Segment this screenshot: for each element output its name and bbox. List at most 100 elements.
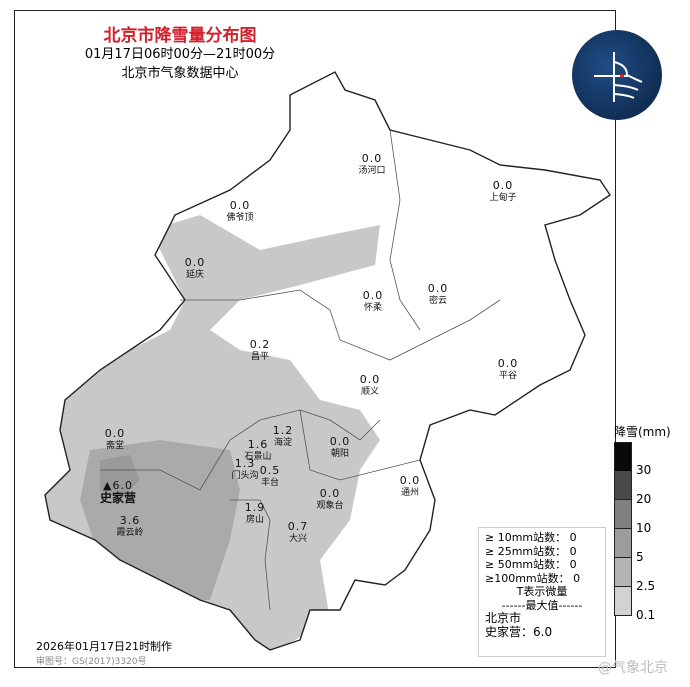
legend-label: 0.1 (636, 608, 656, 622)
legend-swatch (614, 471, 632, 500)
legend-swatch (614, 558, 632, 587)
station-value: 0.2 (249, 338, 271, 351)
district-border (299, 409, 421, 481)
station-name: 怀柔 (363, 303, 382, 313)
stat-line: ≥ 25mm站数： 0 (485, 544, 577, 558)
legend-label: 10 (636, 521, 652, 535)
legend-title: 降雪(mm) (614, 425, 671, 439)
station-name: 汤河口 (358, 166, 386, 176)
station-16: ▲6.0 史家营 (88, 479, 148, 505)
district-border (100, 409, 381, 491)
legend-swatch (614, 442, 632, 472)
station-1: 0.0 上甸子 (473, 179, 533, 205)
station-value: 1.3 (234, 457, 256, 470)
station-name: 平谷 (498, 371, 517, 381)
station-name: 密云 (428, 296, 447, 306)
review-number: 审图号：GS(2017)3320号 (36, 657, 147, 667)
legend-label: 5 (636, 550, 644, 564)
station-name: 史家营 (99, 491, 136, 505)
station-value: 0.0 (427, 282, 449, 295)
station-value: 0.0 (329, 435, 351, 448)
station-name: 延庆 (185, 270, 204, 280)
station-name: 房山 (245, 515, 264, 525)
station-9: 1.2 海淀 (253, 424, 313, 450)
station-value: 0.0 (319, 487, 341, 500)
station-value: 0.0 (359, 373, 381, 386)
station-2: 0.0 佛爷顶 (210, 199, 270, 225)
time-period: 01月17日06时00分—21时00分 (84, 47, 276, 62)
station-name: 佛爷顶 (226, 213, 254, 223)
station-value: 0.7 (287, 520, 309, 533)
station-7: 0.0 平谷 (478, 357, 538, 383)
station-name: 朝阳 (330, 449, 349, 459)
map-title: 北京市降雪量分布图 (103, 26, 257, 46)
station-13: 1.3 门头沟 (215, 457, 275, 483)
beijing-meteorological-service-logo (572, 30, 662, 120)
station-name: 顺义 (360, 387, 379, 397)
station-11: 0.0 朝阳 (310, 435, 370, 461)
station-value: 1.2 (272, 424, 294, 437)
stat-line: ≥ 10mm站数： 0 (485, 531, 577, 544)
station-value: 0.0 (361, 152, 383, 165)
station-5: 0.0 怀柔 (343, 289, 403, 315)
station-name: 海淀 (273, 438, 292, 448)
legend-swatch (614, 529, 632, 558)
station-value: 3.6 (119, 514, 141, 527)
production-time: 2026年01月17日21时制作 (36, 640, 172, 653)
max-header: ------最大值------ (501, 598, 583, 612)
station-20: 0.7 大兴 (268, 520, 328, 546)
station-value: 0.5 (259, 464, 281, 477)
max-region: 北京市 (485, 611, 522, 625)
station-value: 0.0 (362, 289, 384, 302)
stats-box: ≥ 10mm站数： 0 ≥ 25mm站数： 0 ≥ 50mm站数： 0 ≥100… (478, 527, 606, 657)
station-value: ▲6.0 (103, 479, 133, 492)
station-name: 通州 (400, 488, 419, 498)
legend-label: 2.5 (636, 579, 656, 593)
station-name: 昌平 (250, 352, 269, 362)
district-border (180, 289, 501, 361)
station-value: 0.0 (492, 179, 514, 192)
station-17: 0.0 观象台 (300, 487, 360, 513)
issuer: 北京市气象数据中心 (121, 66, 239, 81)
stat-line: ≥100mm站数： 0 (485, 571, 581, 585)
stat-line: ≥ 50mm站数： 0 (485, 558, 577, 571)
station-value: 0.0 (104, 427, 126, 440)
station-name: 大兴 (288, 534, 307, 544)
map-frame (14, 10, 616, 668)
legend-label: 30 (636, 463, 652, 477)
station-10: 0.0 斋堂 (85, 427, 145, 453)
station-4: 0.0 密云 (408, 282, 468, 308)
watermark: @气象北京 (598, 660, 668, 676)
legend-label: 20 (636, 492, 652, 506)
station-12: 1.6 石景山 (228, 438, 288, 464)
station-name: 上甸子 (489, 193, 517, 203)
station-value: 0.0 (399, 474, 421, 487)
legend-swatch (614, 500, 632, 529)
station-6: 0.2 昌平 (230, 338, 290, 364)
station-value: 1.6 (247, 438, 269, 451)
station-18: 1.9 房山 (225, 501, 285, 527)
station-value: 0.0 (184, 256, 206, 269)
station-14: 0.5 丰台 (240, 464, 300, 490)
beijing-outline (44, 71, 611, 651)
station-value: 1.9 (244, 501, 266, 514)
station-19: 3.6 霞云岭 (100, 514, 160, 540)
district-border (389, 129, 421, 331)
station-name: 石景山 (244, 452, 272, 462)
station-name: 霞云岭 (116, 528, 144, 538)
legend-swatch (614, 587, 632, 616)
station-value: 0.0 (497, 357, 519, 370)
district-border (230, 499, 271, 611)
station-3: 0.0 延庆 (165, 256, 225, 282)
station-15: 0.0 通州 (380, 474, 440, 500)
station-0: 0.0 汤河口 (342, 152, 402, 178)
station-name: 丰台 (260, 478, 279, 488)
station-name: 观象台 (316, 501, 344, 511)
max-value: 史家营：6.0 (485, 624, 553, 639)
snow-area-dense (100, 455, 140, 500)
station-name: 门头沟 (231, 471, 259, 481)
station-value: 0.0 (229, 199, 251, 212)
trace-note: T表示微量 (516, 585, 568, 598)
